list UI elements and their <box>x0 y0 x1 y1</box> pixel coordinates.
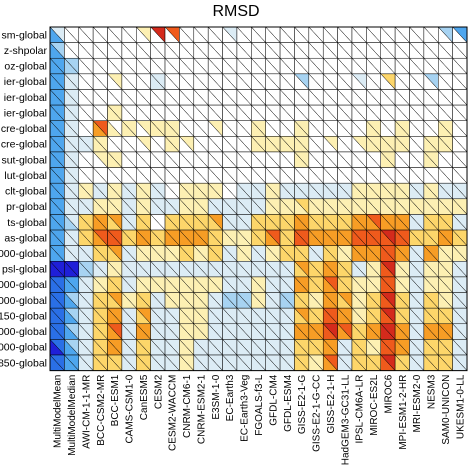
column-label: CESM2 <box>153 374 164 409</box>
row-label: as-global <box>4 232 47 244</box>
column-label: HadGEM3-GC31-LL <box>340 374 351 465</box>
row-label: 000-global <box>0 279 47 291</box>
column-label: CAMS-CSM1-0 <box>125 374 136 443</box>
row-label: psl-global <box>2 264 47 276</box>
column-label: MIROC6 <box>383 374 394 413</box>
column-label: MultiModelMean <box>53 375 64 448</box>
chart-title: RMSD <box>212 3 259 20</box>
column-label: GISS-E2-1-G <box>297 374 308 434</box>
column-label: AWI-CM-1-1-MR <box>81 375 92 449</box>
row-label: pr-global <box>6 201 47 213</box>
row-label: cre-global <box>1 123 47 135</box>
column-label: GFDL-CM4 <box>268 374 279 426</box>
column-label: MIROC-ES2L <box>369 374 380 436</box>
column-label: GISS-E2-1-H <box>326 375 337 434</box>
column-label: BCC-ESM1 <box>110 374 121 426</box>
column-label: NESM3 <box>427 374 438 409</box>
column-label: CNRM-CM6-1 <box>182 374 193 438</box>
column-label: GISS-E2-1-G-CC <box>312 375 323 452</box>
column-label: IPSL-CM6A-LR <box>355 375 366 444</box>
column-label: MRI-ESM2-0 <box>412 374 423 432</box>
row-label: cre-global <box>1 139 47 151</box>
row-label: oz-global <box>4 61 47 73</box>
column-label: CanESM5 <box>139 374 150 420</box>
row-label: z-shpolar <box>4 45 48 57</box>
column-label: CESM2-WACCM <box>168 375 179 451</box>
row-label: 000-global <box>0 295 47 307</box>
column-label: UKESM1-0-LL <box>455 374 466 439</box>
column-label: EC-Earth3 <box>225 374 236 421</box>
row-labels: sm-global z-shpolar oz-global ier-global ier… <box>0 29 48 369</box>
column-label: CNRM-ESM2-1 <box>196 374 207 444</box>
row-label: ier-global <box>4 92 47 104</box>
column-label: E3SM-1-0 <box>211 374 222 419</box>
heatmap-cells <box>49 26 468 372</box>
row-label: ier-global <box>4 107 47 119</box>
row-label: 000-global <box>0 326 47 338</box>
row-label: sut-global <box>1 154 47 166</box>
row-label: 150-global <box>0 310 47 322</box>
grid-frame <box>49 26 468 372</box>
row-label: sm-global <box>1 29 47 41</box>
column-label: MultiModelMedian <box>67 375 78 456</box>
column-label: GFDL-ESM4 <box>283 374 294 432</box>
column-label: EC-Earth3-Veg <box>240 375 251 442</box>
column-label: SAM0-UNICON <box>441 375 452 445</box>
column-label: BCC-CSM2-MR <box>96 375 107 446</box>
row-label: 850-global <box>0 357 47 369</box>
row-label: 000-global <box>0 342 47 354</box>
column-label: FGOALS-f3-L <box>254 374 265 436</box>
column-label: MPI-ESM1-2-HR <box>398 375 409 450</box>
row-label: lut-global <box>4 170 47 182</box>
row-label: ier-global <box>4 76 47 88</box>
row-label: ts-global <box>7 217 47 229</box>
column-labels: MultiModelMean MultiModelMedian AWI-CM-1-1… <box>53 374 467 465</box>
row-label: clt-global <box>5 186 47 198</box>
row-label: 000-global <box>0 248 47 260</box>
